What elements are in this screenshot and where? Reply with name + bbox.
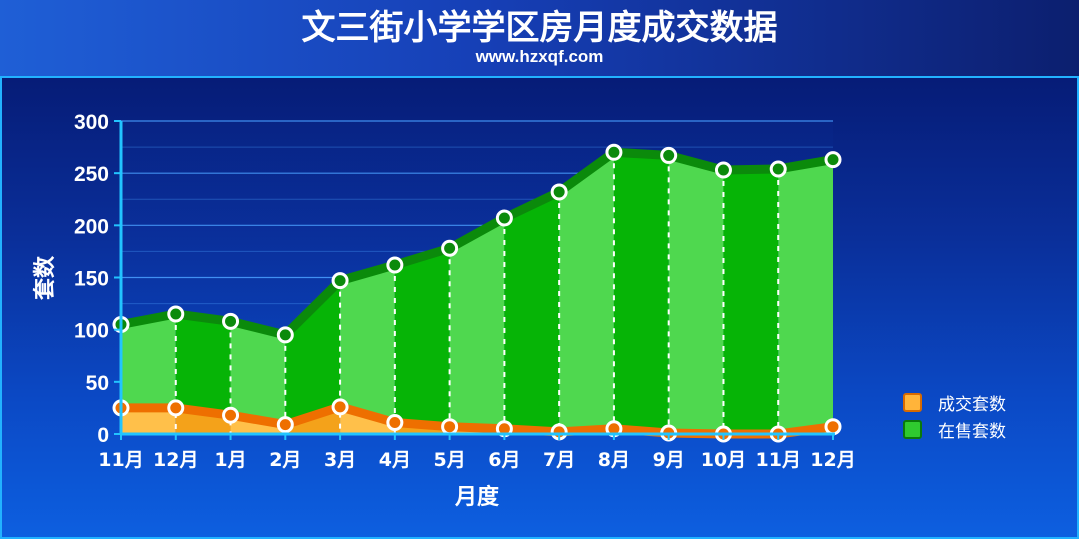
axes-layer: 0 50 100 150 200 250 300 11月 12月 1月 2月 3月 4月 5月 6月 7月 8月… [74, 111, 856, 471]
x-tick-label: 8月 [598, 449, 630, 471]
data-point-listed [824, 151, 842, 169]
x-tick-label: 9月 [653, 449, 685, 471]
x-tick-label: 4月 [379, 449, 411, 471]
data-point-listed [714, 161, 732, 179]
x-tick-label: 11月 [756, 449, 801, 471]
listed-area-segment [394, 248, 450, 427]
data-point-listed [441, 239, 459, 257]
y-axis-label: 套数 [32, 255, 58, 300]
listed-area-segment [230, 321, 286, 425]
x-tick-label: 6月 [488, 449, 520, 471]
data-point-sold [276, 416, 294, 434]
listed-area-segment [285, 280, 341, 425]
listed-area-segment [449, 218, 505, 429]
data-point-sold [331, 398, 349, 416]
areas-layer [121, 152, 833, 434]
legend-label: 成交套数 [938, 395, 1006, 415]
data-point-sold [386, 414, 404, 432]
listed-area-segment [559, 152, 614, 432]
sold-area-segment [121, 407, 176, 434]
chart-subtitle: www.hzxqf.com [475, 47, 604, 66]
y-tick-label: 300 [74, 111, 109, 134]
data-point-listed [769, 160, 787, 178]
data-point-listed [222, 312, 240, 330]
points-layer [112, 143, 842, 443]
y-tick-label: 250 [74, 163, 109, 186]
x-tick-label: 11月 [98, 449, 143, 471]
listed-area-segment [340, 264, 395, 423]
chart-title: 文三街小学学区房月度成交数据 [301, 8, 778, 48]
data-point-listed [276, 326, 294, 344]
listed-area-segment [175, 314, 231, 416]
y-tick-label: 50 [86, 372, 109, 395]
data-point-listed [605, 143, 623, 161]
y-tick-label: 0 [97, 424, 109, 447]
x-tick-label: 5月 [433, 449, 465, 471]
data-point-listed [660, 146, 678, 164]
listed-area-segment [121, 314, 176, 408]
data-point-sold [441, 418, 459, 436]
series-line-listed [120, 147, 834, 340]
listed-area-segment [723, 168, 779, 434]
y-tick-label: 150 [74, 268, 109, 291]
header-bar: 文三街小学学区房月度成交数据 www.hzxqf.com [0, 0, 1079, 78]
data-point-sold [222, 406, 240, 424]
data-point-listed [386, 256, 404, 274]
legend-label: 在售套数 [938, 422, 1006, 442]
data-point-listed [167, 305, 185, 323]
listed-area-segment [504, 191, 560, 432]
x-tick-label: 12月 [810, 449, 855, 471]
x-axis-label: 月度 [454, 484, 500, 510]
legend-swatch [903, 393, 922, 412]
x-tick-label: 1月 [214, 449, 246, 471]
listed-area-segment [613, 152, 669, 433]
data-point-listed [495, 209, 513, 227]
x-tick-label: 2月 [269, 449, 301, 471]
data-point-listed [550, 183, 568, 201]
data-point-listed [331, 272, 349, 290]
data-point-sold [167, 399, 185, 417]
x-tick-label: 7月 [543, 449, 575, 471]
x-tick-label: 12月 [153, 449, 198, 471]
legend-swatch [903, 420, 922, 439]
listed-area-segment [778, 159, 833, 434]
listed-area-segment [668, 155, 724, 434]
y-tick-label: 200 [74, 215, 109, 238]
x-tick-label: 3月 [324, 449, 356, 471]
x-tick-label: 10月 [701, 449, 746, 471]
data-point-sold [824, 418, 842, 436]
y-tick-label: 100 [74, 320, 109, 343]
